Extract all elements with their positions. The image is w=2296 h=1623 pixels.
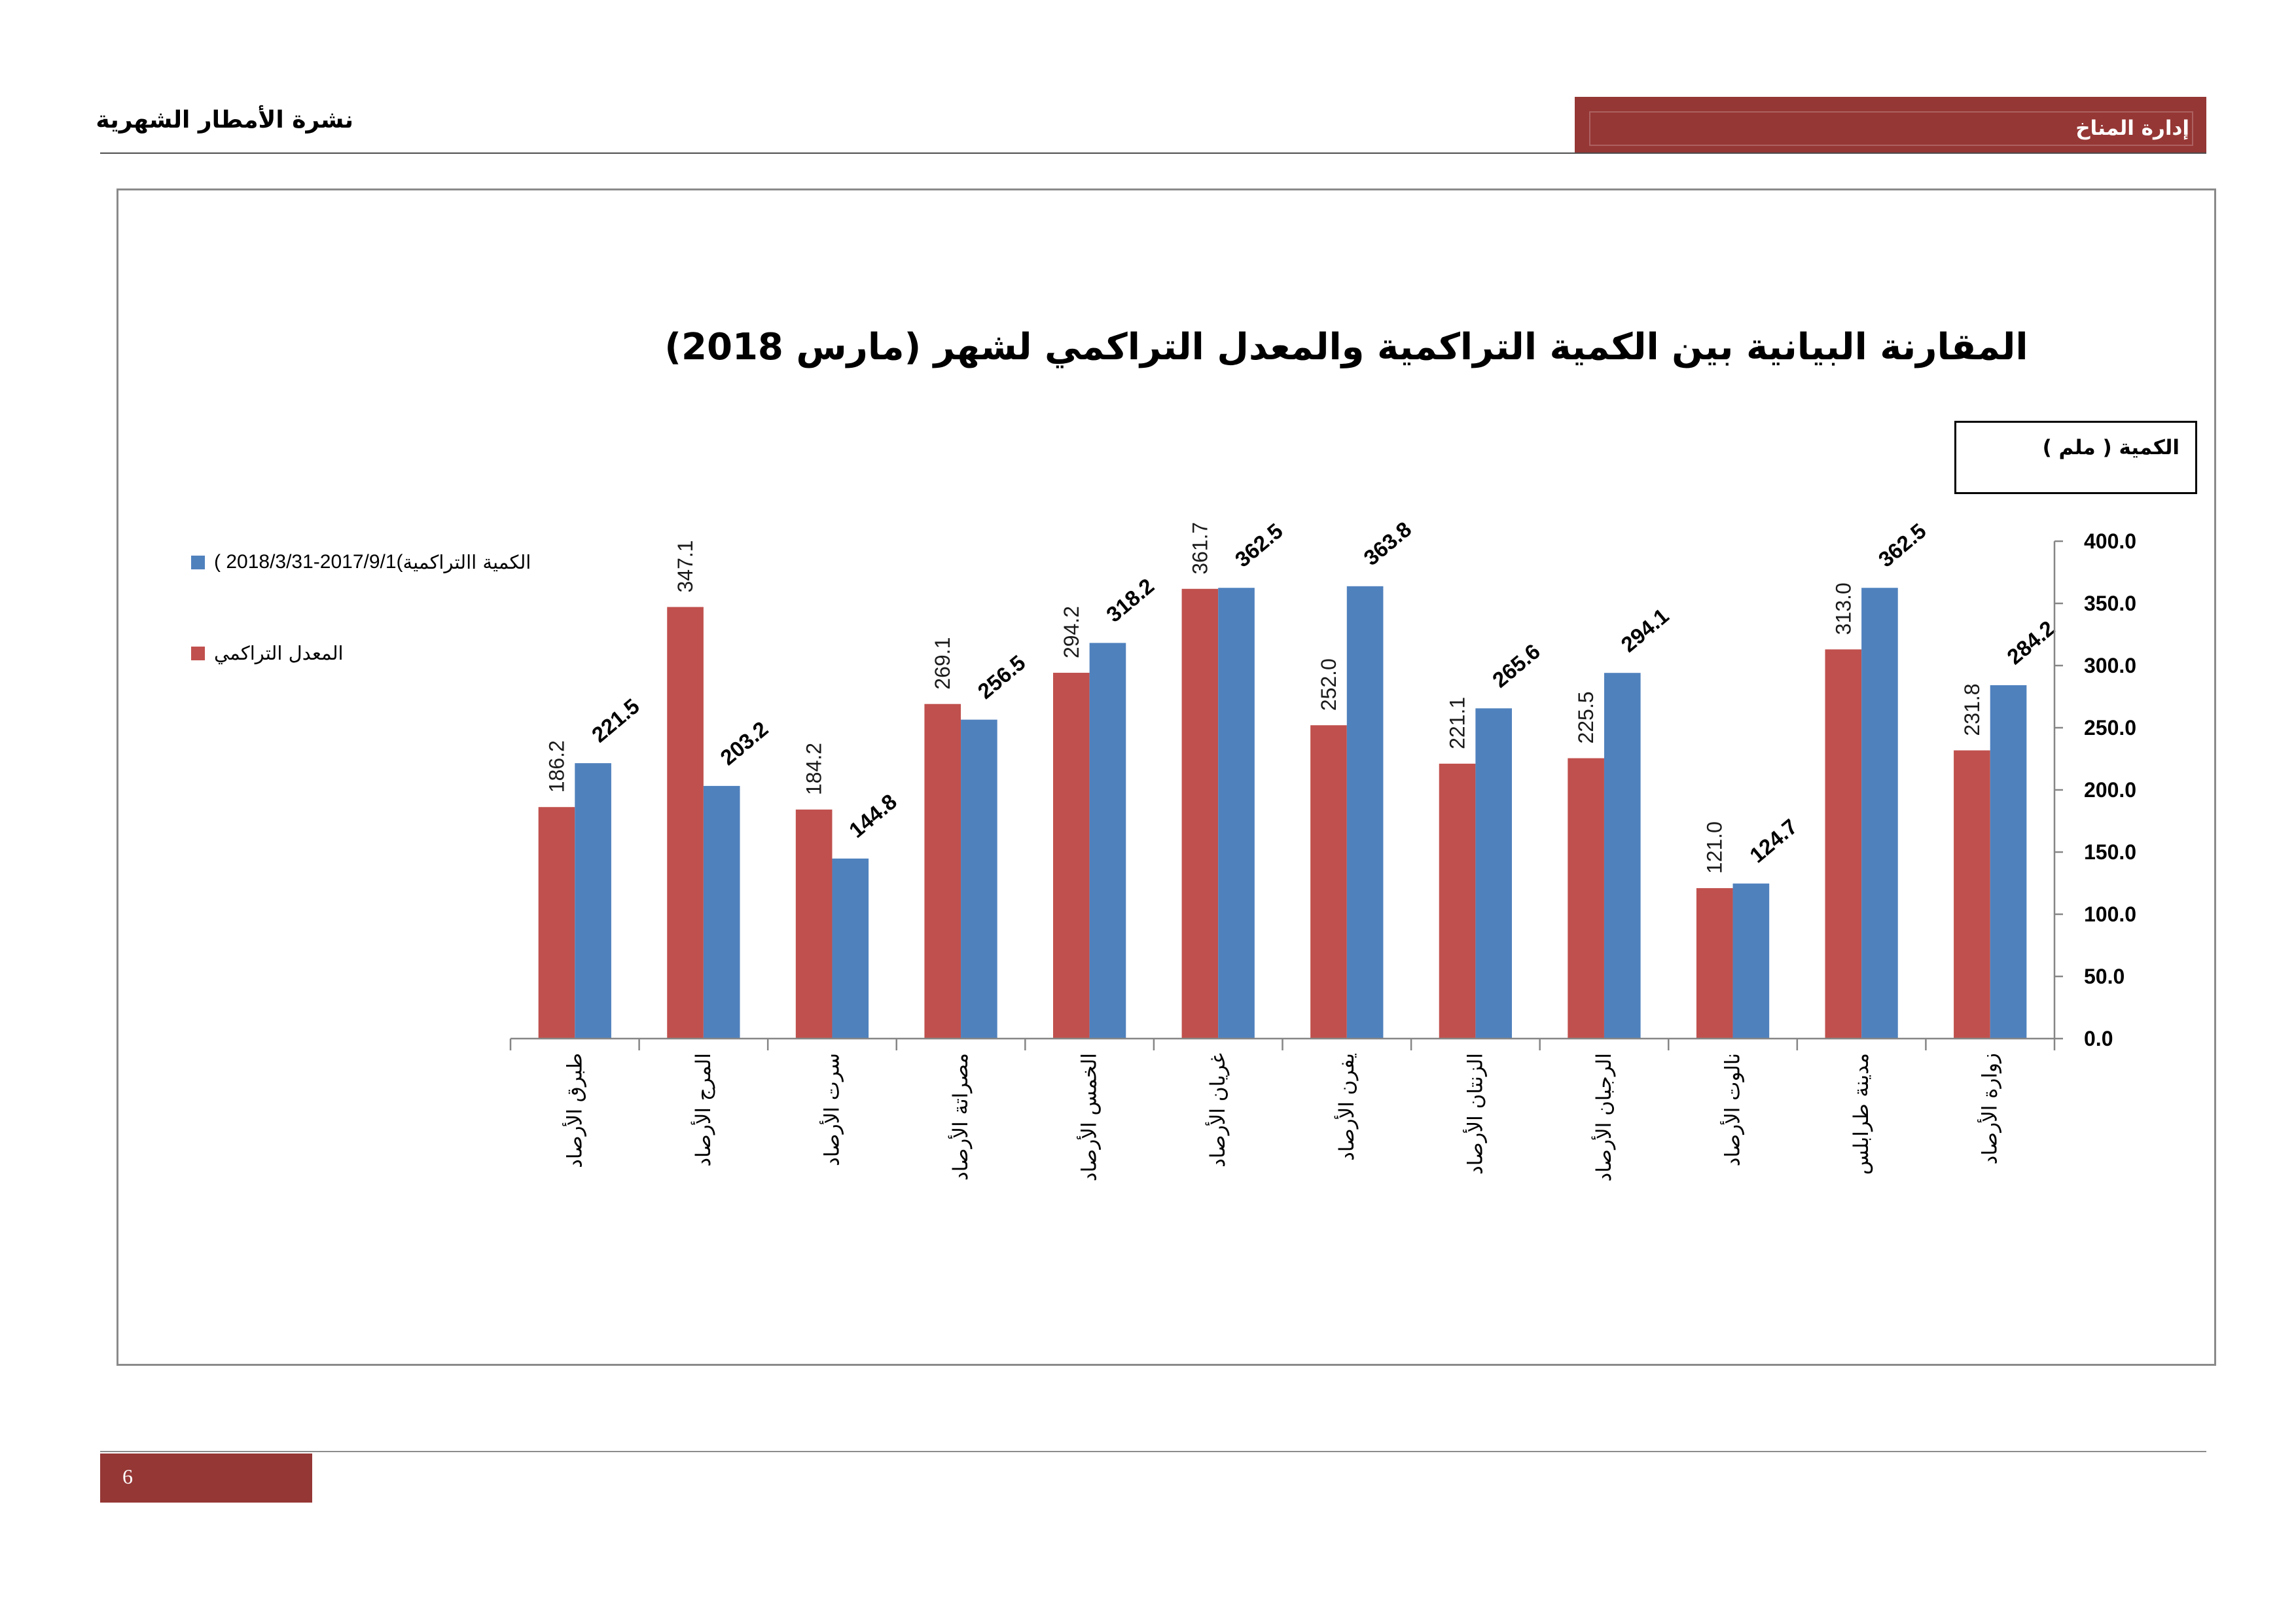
legend-swatch-cumulative <box>191 555 205 569</box>
legend-period-cumulative: ( 2018/3/31-2017/9/1( <box>214 551 403 573</box>
department-name: إدارة المناخ <box>2075 116 2189 140</box>
footer-rule <box>100 1451 2206 1452</box>
legend-item-cumulative: ( 2018/3/31-2017/9/1( الكمية االتراكمية <box>191 549 531 575</box>
legend-item-average: المعدل التراكمي <box>191 640 344 666</box>
banner-inner-border <box>1589 111 2193 146</box>
y-axis-unit-box: الكمية ( ملم ) <box>1954 421 2197 494</box>
chart-title: المقارنة البيانية بين الكمية التراكمية و… <box>664 326 2028 368</box>
department-banner: إدارة المناخ <box>1575 97 2206 153</box>
legend-label-cumulative: الكمية االتراكمية <box>403 551 531 573</box>
page-number: 6 <box>122 1465 133 1488</box>
page-number-box: 6 <box>100 1454 312 1503</box>
y-axis-title: الكمية ( ملم ) <box>2042 436 2179 459</box>
legend-swatch-average <box>191 646 205 660</box>
legend-label-average: المعدل التراكمي <box>214 642 344 664</box>
chart-frame <box>117 188 2216 1366</box>
header-rule <box>100 152 2206 154</box>
bulletin-title: نشرة الأمطار الشهرية <box>96 107 353 134</box>
